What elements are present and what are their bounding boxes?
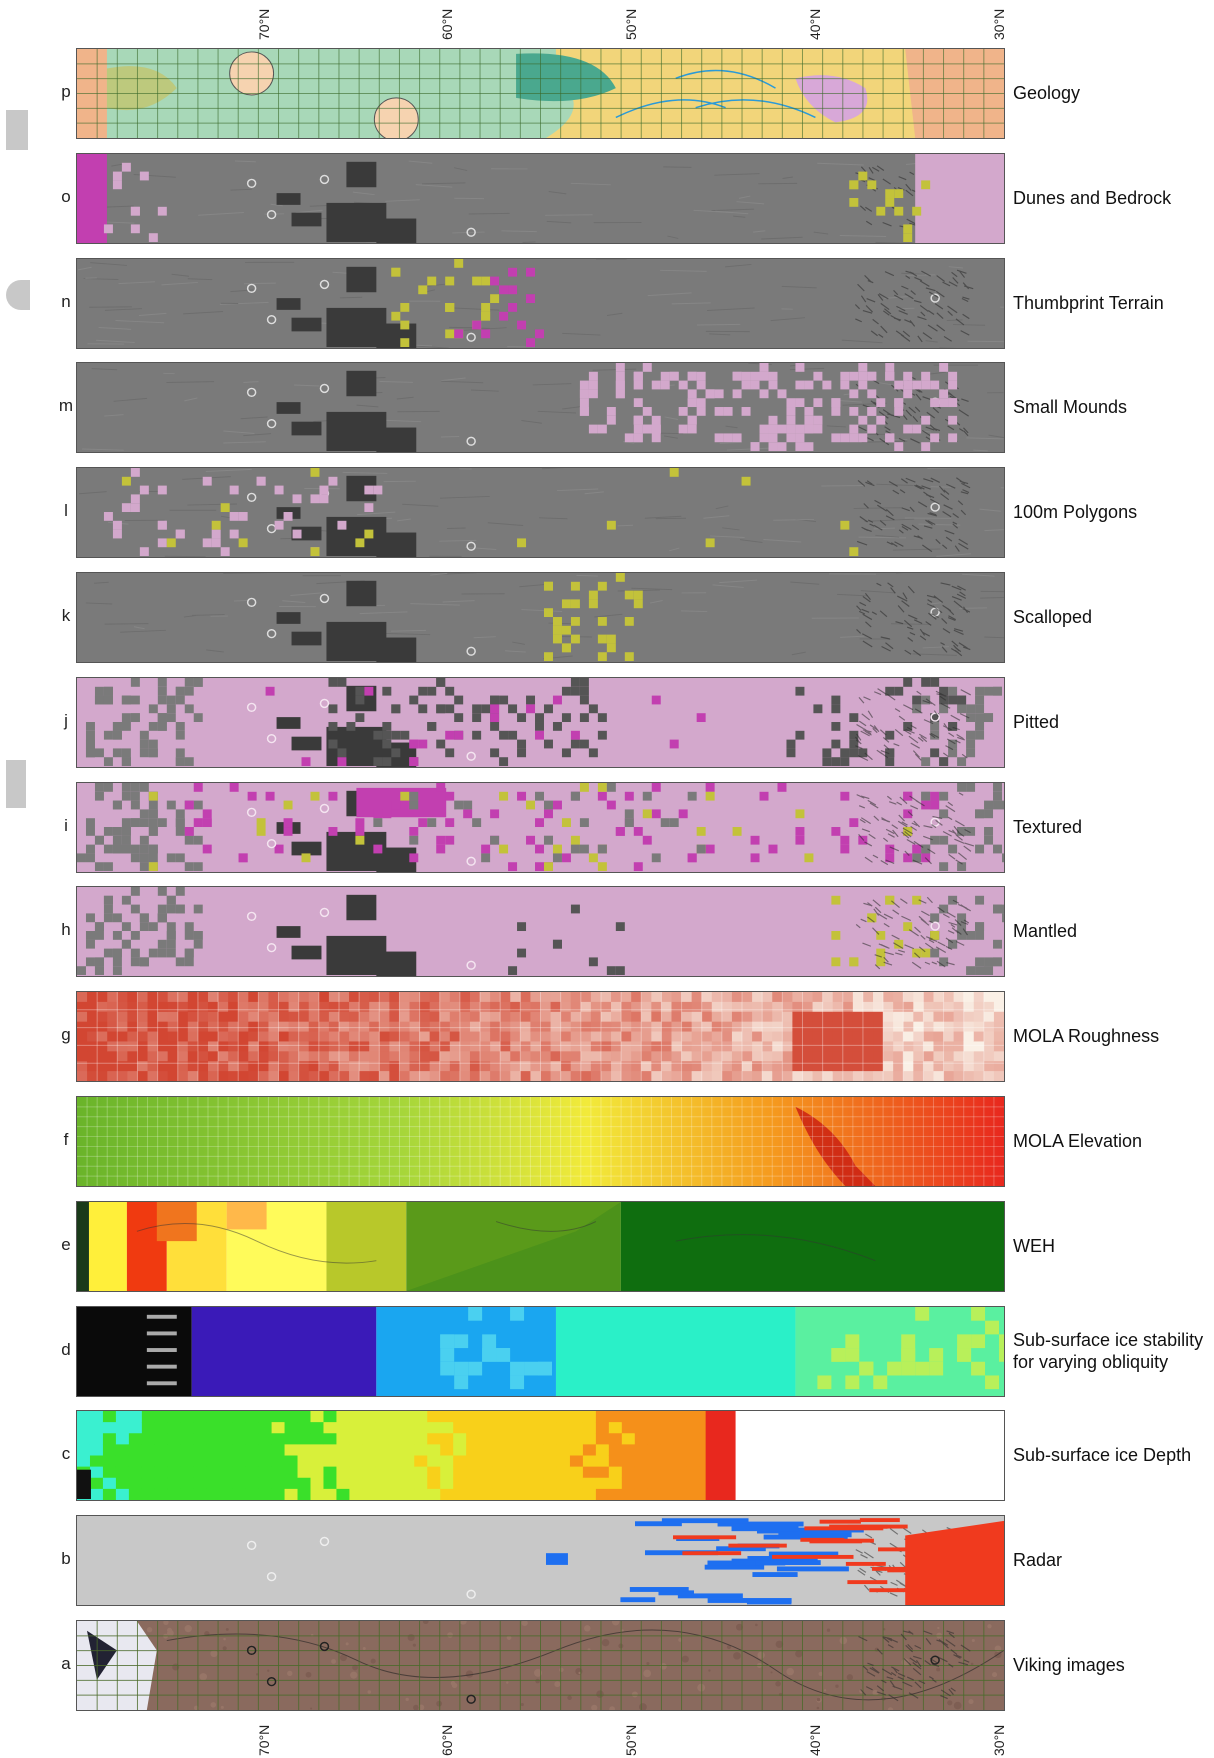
panel-strip-c bbox=[76, 1410, 1005, 1501]
latitude-tick-label: 30°N bbox=[991, 1724, 1007, 1756]
panel-letter-b: b bbox=[61, 1549, 71, 1568]
panel-name-l: 100m Polygons bbox=[1013, 502, 1138, 522]
panel-letter-g: g bbox=[61, 1025, 71, 1044]
panel-letter-j: j bbox=[64, 711, 68, 730]
left-edge-fragment bbox=[6, 760, 26, 808]
panel-name-e: WEH bbox=[1013, 1236, 1055, 1256]
panel-letter-n: n bbox=[61, 292, 71, 311]
left-edge-fragment bbox=[6, 110, 28, 150]
panel-map-f bbox=[77, 1097, 1004, 1186]
panel-name-f: MOLA Elevation bbox=[1013, 1131, 1143, 1151]
panel-map-k bbox=[77, 573, 1004, 662]
panel-letter-c: c bbox=[61, 1444, 71, 1463]
panel-letter-m: m bbox=[58, 396, 74, 415]
panel-strip-j bbox=[76, 677, 1005, 768]
panel-map-e bbox=[77, 1202, 1004, 1291]
panel-strip-k bbox=[76, 572, 1005, 663]
latitude-tick-label: 30°N bbox=[991, 8, 1007, 40]
panel-name-k: Scalloped bbox=[1013, 607, 1093, 627]
panel-strip-d bbox=[76, 1306, 1005, 1397]
panel-map-n bbox=[77, 259, 1004, 348]
panel-strip-m bbox=[76, 362, 1005, 453]
latitude-tick-label: 40°N bbox=[807, 8, 823, 40]
panel-strip-a bbox=[76, 1620, 1005, 1711]
panel-letter-i: i bbox=[64, 816, 68, 835]
panel-name-i: Textured bbox=[1013, 817, 1083, 837]
panel-name-a: Viking images bbox=[1013, 1655, 1125, 1675]
panel-map-c bbox=[77, 1411, 1004, 1500]
panel-letter-e: e bbox=[61, 1235, 71, 1254]
panel-strip-g bbox=[76, 991, 1005, 1082]
panel-map-o bbox=[77, 154, 1004, 243]
panel-letter-h: h bbox=[61, 920, 71, 939]
panel-map-b bbox=[77, 1516, 1004, 1605]
latitude-tick-label: 70°N bbox=[256, 8, 272, 40]
panel-letter-f: f bbox=[63, 1130, 69, 1149]
panel-letter-a: a bbox=[61, 1654, 71, 1673]
latitude-tick-label: 70°N bbox=[256, 1724, 272, 1756]
panel-letter-d: d bbox=[61, 1340, 71, 1359]
panel-name-p: Geology bbox=[1013, 83, 1081, 103]
panel-map-i bbox=[77, 783, 1004, 872]
left-edge-fragment bbox=[6, 280, 30, 310]
panel-name-o: Dunes and Bedrock bbox=[1013, 188, 1172, 208]
latitude-tick-label: 60°N bbox=[439, 1724, 455, 1756]
panel-map-m bbox=[77, 363, 1004, 452]
panel-strip-f bbox=[76, 1096, 1005, 1187]
panel-strip-e bbox=[76, 1201, 1005, 1292]
panel-name-b: Radar bbox=[1013, 1550, 1063, 1570]
latitude-tick-label: 60°N bbox=[439, 8, 455, 40]
panel-map-l bbox=[77, 468, 1004, 557]
latitude-tick-label: 50°N bbox=[623, 8, 639, 40]
panel-strip-i bbox=[76, 782, 1005, 873]
panel-name-n: Thumbprint Terrain bbox=[1013, 293, 1164, 313]
panel-letter-o: o bbox=[61, 187, 71, 206]
panel-strip-o bbox=[76, 153, 1005, 244]
panel-strip-p bbox=[76, 48, 1005, 139]
panel-letter-p: p bbox=[61, 82, 71, 101]
panel-letter-l: l bbox=[64, 501, 68, 520]
panel-name-g: MOLA Roughness bbox=[1013, 1026, 1160, 1046]
panel-map-h bbox=[77, 887, 1004, 976]
panel-map-g bbox=[77, 992, 1004, 1081]
panel-name-d: Sub-surface ice stability for varying ob… bbox=[1013, 1330, 1204, 1372]
latitude-tick-label: 40°N bbox=[807, 1724, 823, 1756]
panel-map-a bbox=[77, 1621, 1004, 1710]
panel-strip-h bbox=[76, 886, 1005, 977]
panel-map-d bbox=[77, 1307, 1004, 1396]
panel-strip-l bbox=[76, 467, 1005, 558]
panel-map-j bbox=[77, 678, 1004, 767]
panel-map-p bbox=[77, 49, 1004, 138]
panel-letter-k: k bbox=[61, 606, 71, 625]
panel-name-c: Sub-surface ice Depth bbox=[1013, 1445, 1192, 1465]
latitude-tick-label: 50°N bbox=[623, 1724, 639, 1756]
panel-name-m: Small Mounds bbox=[1013, 397, 1128, 417]
panel-name-j: Pitted bbox=[1013, 712, 1060, 732]
panel-strip-b bbox=[76, 1515, 1005, 1606]
panel-strip-n bbox=[76, 258, 1005, 349]
panel-name-h: Mantled bbox=[1013, 921, 1078, 941]
